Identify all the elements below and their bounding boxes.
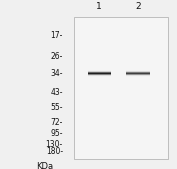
Bar: [126, 73, 150, 74]
Text: KDa: KDa: [36, 162, 53, 169]
Bar: [126, 75, 150, 76]
Bar: [88, 72, 111, 73]
Text: 72-: 72-: [50, 118, 63, 127]
Text: 17-: 17-: [50, 31, 63, 40]
Bar: [126, 69, 150, 70]
Text: 43-: 43-: [50, 88, 63, 97]
Text: 180-: 180-: [46, 147, 63, 156]
Bar: [88, 74, 111, 75]
Bar: [88, 69, 111, 70]
Bar: [88, 73, 111, 74]
Bar: [126, 74, 150, 75]
Bar: [88, 70, 111, 71]
Text: 34-: 34-: [50, 69, 63, 78]
Bar: [126, 72, 150, 73]
Bar: [126, 71, 150, 72]
Text: 95-: 95-: [50, 129, 63, 138]
Text: 130-: 130-: [46, 140, 63, 149]
Bar: [126, 76, 150, 77]
Bar: [126, 70, 150, 71]
Bar: [88, 76, 111, 77]
Bar: [88, 75, 111, 76]
Text: 26-: 26-: [50, 52, 63, 61]
Bar: [88, 71, 111, 72]
Text: 1: 1: [96, 2, 102, 11]
Text: 2: 2: [135, 2, 141, 11]
Text: 55-: 55-: [50, 103, 63, 112]
Bar: [74, 17, 168, 159]
